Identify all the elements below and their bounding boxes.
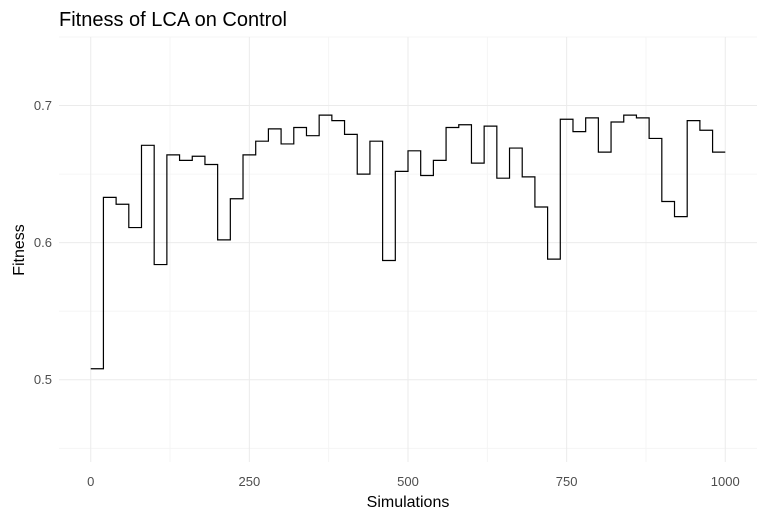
y-tick-label: 0.5 [34, 372, 52, 387]
x-tick-label: 750 [556, 474, 578, 489]
x-tick-label: 250 [239, 474, 261, 489]
y-axis-title: Fitness [11, 224, 28, 276]
series-line [90, 114, 726, 370]
x-tick-label: 500 [397, 474, 419, 489]
x-tick-label: 1000 [711, 474, 740, 489]
y-tick-label: 0.6 [34, 235, 52, 250]
grid [59, 36, 757, 462]
y-tick-label: 0.7 [34, 98, 52, 113]
x-tick-label: 0 [87, 474, 94, 489]
x-axis-title: Simulations [367, 494, 450, 511]
x-axis-ticks: 0 250 500 750 1000 [87, 474, 740, 489]
y-axis-ticks: 0.5 0.6 0.7 [34, 98, 52, 387]
chart-title: Fitness of LCA on Control [59, 9, 287, 31]
